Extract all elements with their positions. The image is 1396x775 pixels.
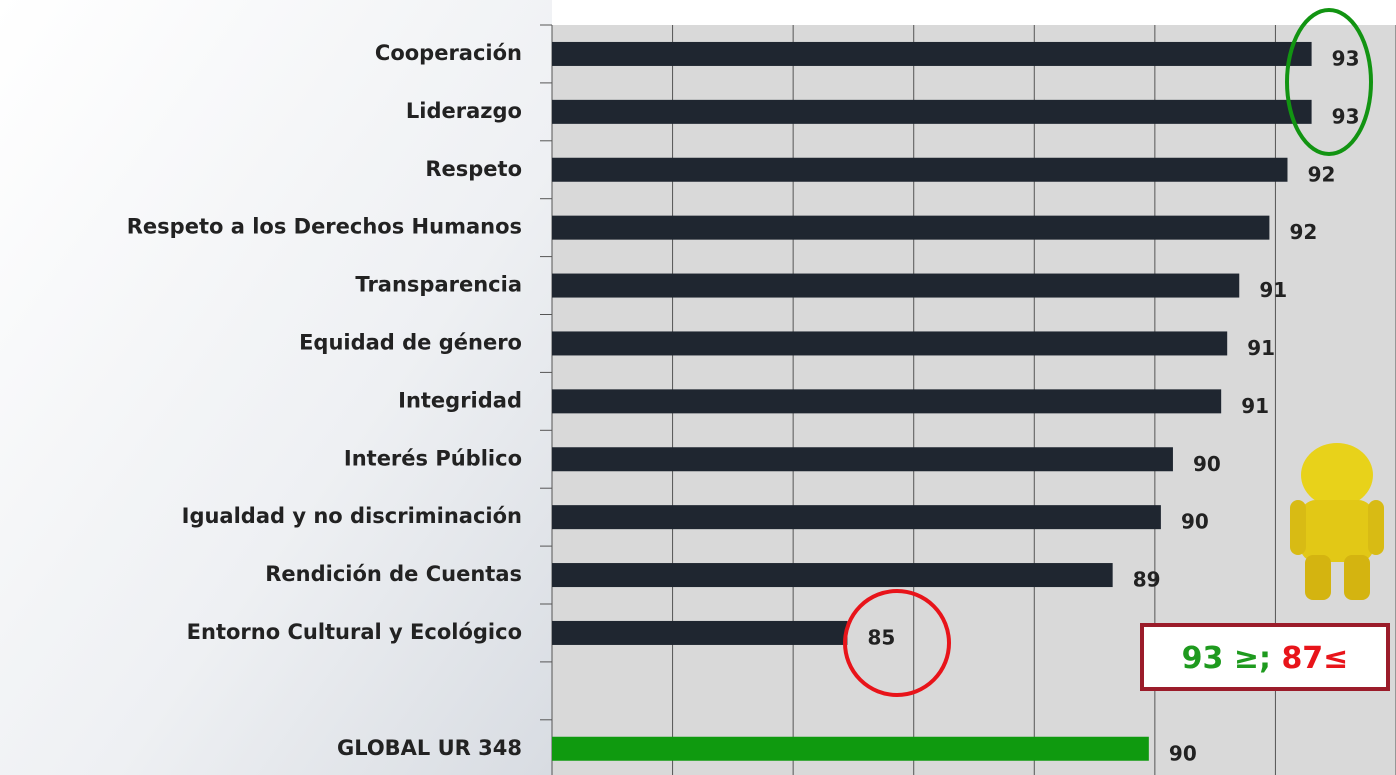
category-label: Interés Público bbox=[344, 446, 522, 470]
highlight-circle bbox=[843, 589, 951, 697]
annotation-red: 87≤ bbox=[1281, 641, 1348, 676]
category-label: Rendición de Cuentas bbox=[265, 562, 522, 586]
bar bbox=[552, 447, 1173, 472]
category-label: Equidad de género bbox=[299, 330, 522, 354]
annotation: 93 ≥; 87≤ bbox=[1182, 641, 1349, 676]
value-label: 92 bbox=[1308, 162, 1336, 186]
bar bbox=[552, 505, 1161, 530]
highlight-ellipse bbox=[1285, 8, 1373, 156]
value-label: 89 bbox=[1133, 568, 1161, 592]
value-label: 90 bbox=[1193, 452, 1221, 476]
value-label: 92 bbox=[1289, 220, 1317, 244]
bar bbox=[552, 736, 1149, 761]
category-label: Integridad bbox=[398, 388, 522, 412]
value-label: 93 bbox=[1332, 104, 1360, 128]
category-label: Respeto bbox=[425, 157, 522, 181]
marks bbox=[552, 41, 1312, 761]
category-label: Cooperación bbox=[375, 41, 522, 65]
value-label: 85 bbox=[867, 625, 895, 649]
bar bbox=[552, 215, 1270, 240]
legend-box bbox=[1140, 623, 1390, 691]
bar bbox=[552, 331, 1228, 356]
value-label: 91 bbox=[1241, 394, 1269, 418]
category-label: Liderazgo bbox=[406, 99, 522, 123]
value-label: 90 bbox=[1169, 741, 1197, 765]
category-label: Igualdad y no discriminación bbox=[182, 504, 522, 528]
value-label: 93 bbox=[1332, 46, 1360, 70]
category-label: GLOBAL UR 348 bbox=[337, 736, 522, 760]
person-icon bbox=[1290, 443, 1384, 600]
bar bbox=[552, 620, 848, 645]
bar bbox=[552, 99, 1312, 124]
background bbox=[0, 0, 552, 775]
bar bbox=[552, 157, 1288, 182]
category-label: Respeto a los Derechos Humanos bbox=[127, 215, 522, 239]
value-label: 90 bbox=[1181, 510, 1209, 534]
category-label: Entorno Cultural y Ecológico bbox=[187, 620, 522, 644]
category-label: Transparencia bbox=[355, 273, 522, 297]
bar bbox=[552, 41, 1312, 66]
bar bbox=[552, 389, 1222, 414]
value-label: 91 bbox=[1247, 336, 1275, 360]
bar bbox=[552, 563, 1113, 588]
annotation-green: 93 ≥; bbox=[1182, 641, 1271, 676]
bar bbox=[552, 273, 1240, 298]
value-label: 91 bbox=[1259, 278, 1287, 302]
